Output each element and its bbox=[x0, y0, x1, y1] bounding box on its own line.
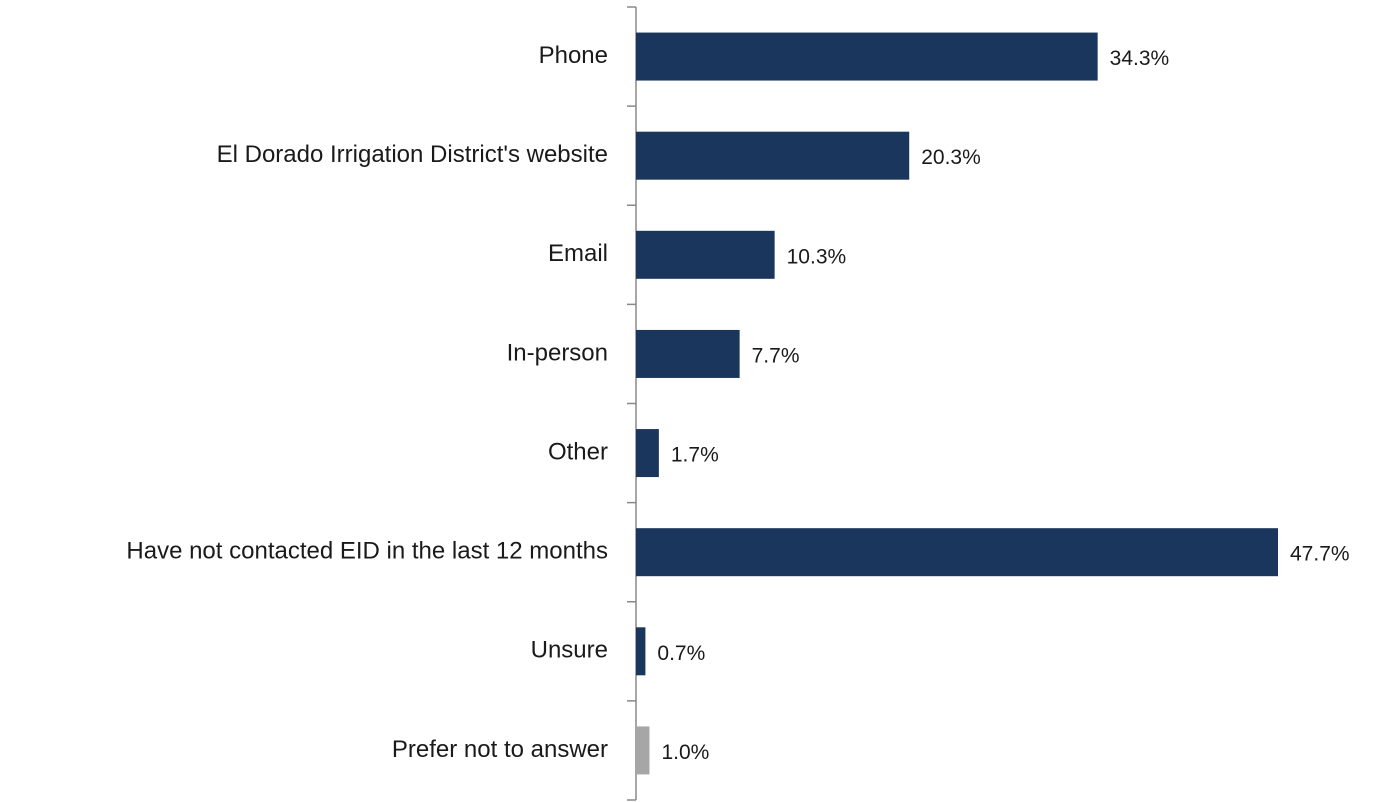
value-label: 7.7% bbox=[752, 344, 800, 367]
bar bbox=[636, 131, 910, 180]
value-label: 10.3% bbox=[787, 245, 847, 268]
bar bbox=[636, 429, 659, 478]
category-label: Prefer not to answer bbox=[392, 736, 608, 763]
bar bbox=[636, 230, 775, 279]
value-label: 20.3% bbox=[921, 146, 981, 169]
category-label: Email bbox=[548, 240, 608, 267]
category-label: Have not contacted EID in the last 12 mo… bbox=[126, 538, 608, 565]
bar bbox=[636, 726, 650, 775]
value-label: 1.7% bbox=[671, 444, 719, 467]
category-label: El Dorado Irrigation District's website bbox=[217, 141, 608, 168]
category-label: Unsure bbox=[531, 637, 608, 664]
bar bbox=[636, 627, 646, 676]
value-label: 47.7% bbox=[1290, 543, 1350, 566]
value-label: 1.0% bbox=[661, 741, 709, 764]
category-label: In-person bbox=[507, 339, 608, 366]
bar bbox=[636, 32, 1098, 81]
category-label: Other bbox=[548, 438, 608, 465]
value-label: 34.3% bbox=[1110, 47, 1170, 70]
value-label: 0.7% bbox=[657, 642, 705, 665]
bar bbox=[636, 329, 740, 378]
category-label: Phone bbox=[539, 42, 608, 69]
bar bbox=[636, 528, 1278, 577]
